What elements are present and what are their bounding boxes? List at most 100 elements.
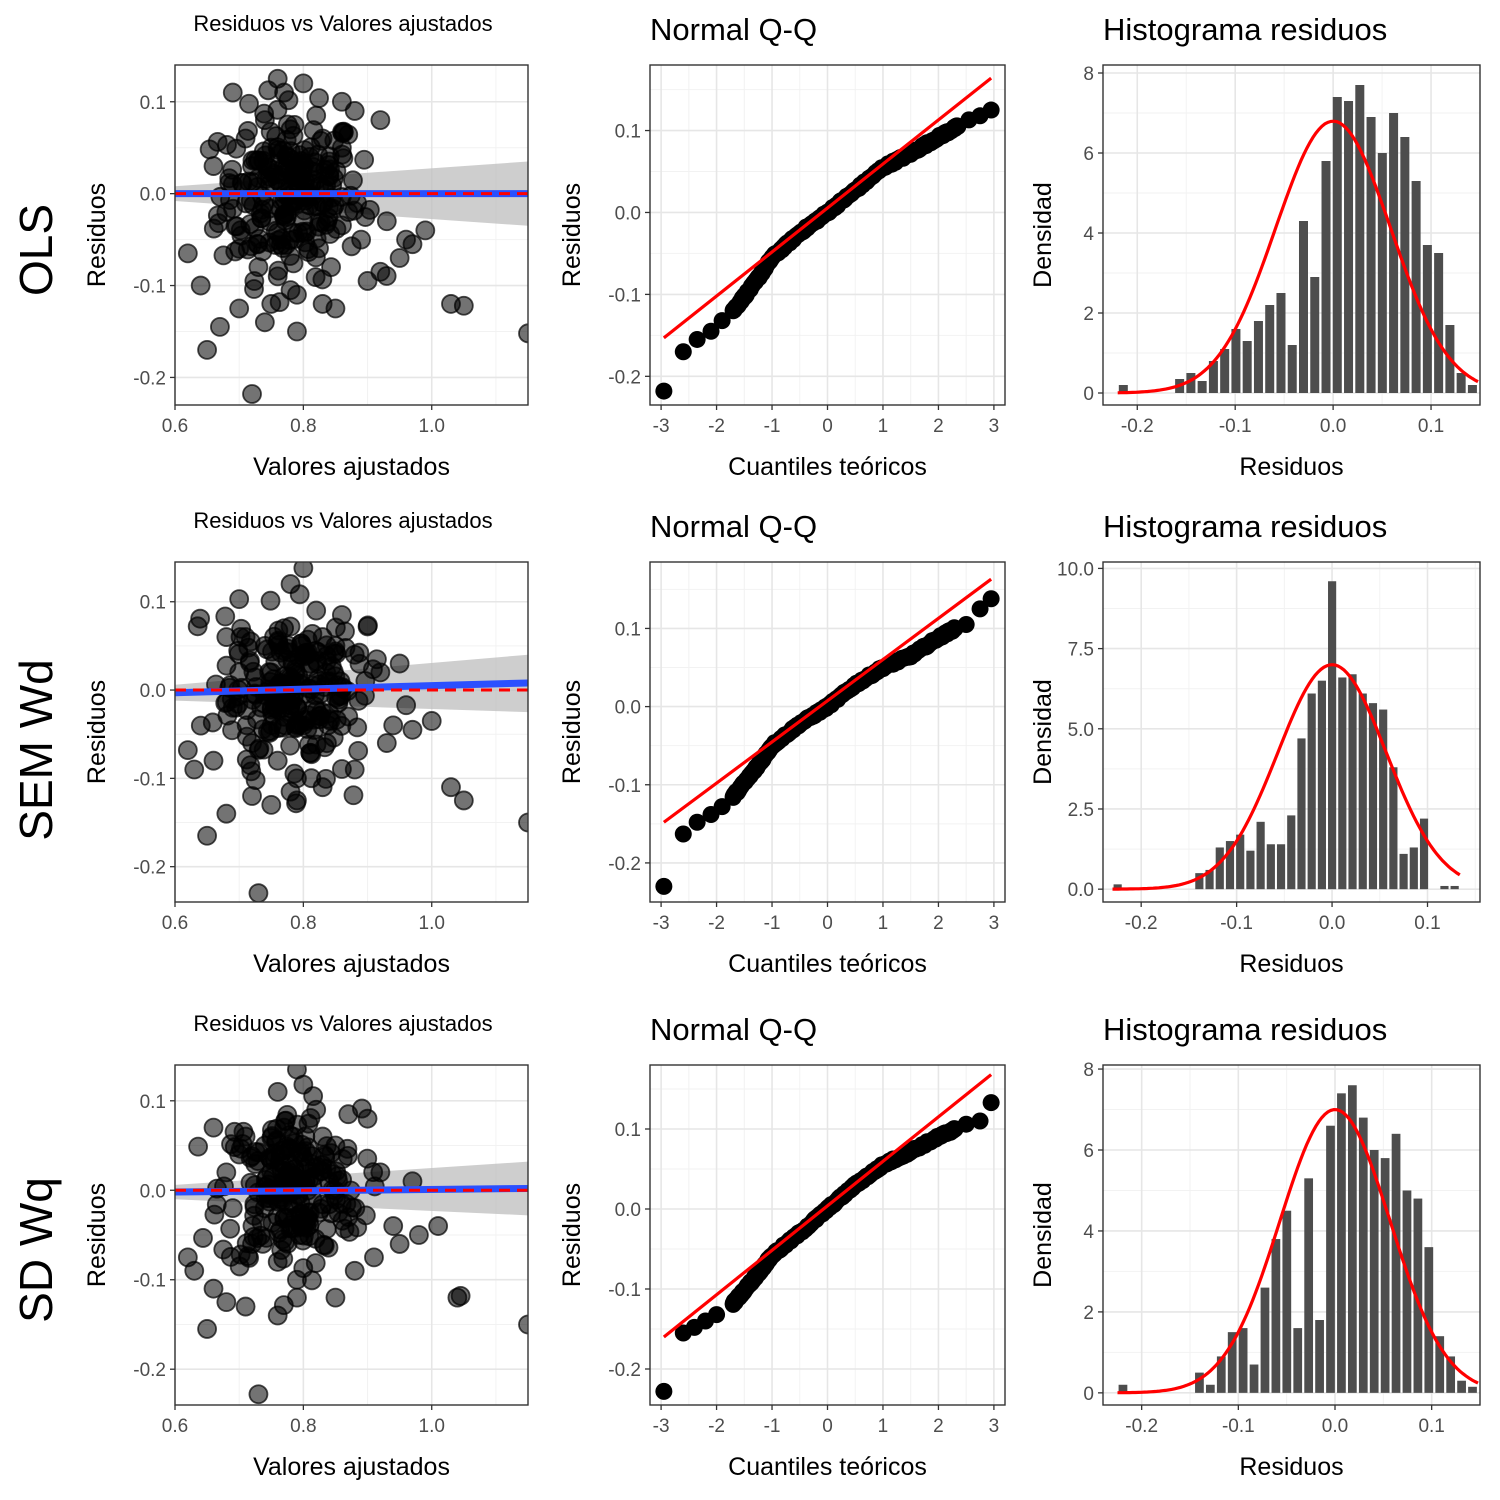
residual-point bbox=[267, 750, 288, 771]
residual-point bbox=[293, 562, 314, 579]
residual-point bbox=[421, 711, 442, 731]
histogram-bar bbox=[1326, 1125, 1335, 1393]
residual-point bbox=[338, 1104, 359, 1125]
residual-point bbox=[370, 1162, 391, 1183]
y-tick-label: 6 bbox=[1083, 1141, 1094, 1162]
residual-point bbox=[213, 1239, 234, 1260]
residual-point bbox=[248, 1384, 269, 1405]
residual-point bbox=[280, 781, 301, 802]
residual-point bbox=[261, 662, 282, 683]
histogram-bar bbox=[1389, 113, 1399, 393]
histogram-bar bbox=[1317, 680, 1326, 890]
residual-point bbox=[203, 1278, 224, 1299]
residual-point bbox=[260, 590, 281, 611]
residual-point bbox=[254, 1135, 275, 1156]
x-tick-label: 0.8 bbox=[290, 1416, 316, 1437]
histogram-bar bbox=[1402, 1190, 1412, 1393]
residual-point bbox=[370, 110, 391, 131]
y-tick-label: -0.2 bbox=[608, 854, 641, 875]
y-tick-label: 0.1 bbox=[615, 619, 641, 640]
residual-point bbox=[357, 1148, 378, 1169]
residual-point bbox=[376, 733, 397, 753]
x-tick-label: -2 bbox=[708, 913, 725, 934]
histogram-bar bbox=[1409, 847, 1418, 890]
y-tick-label: 4 bbox=[1083, 1222, 1094, 1243]
panel-histogram-2: -0.2 -0.1 0.0 0.1 0.0 2.5 5.0 7.5 10.0 Histograma… bbox=[1029, 509, 1481, 978]
residual-point bbox=[376, 211, 397, 232]
qq-point bbox=[971, 600, 989, 618]
qq-point bbox=[957, 616, 975, 634]
histogram-bar bbox=[1287, 345, 1297, 393]
histogram-bar bbox=[1468, 1386, 1477, 1393]
histogram-bar bbox=[1450, 885, 1459, 890]
y-tick-label: 0.0 bbox=[1068, 880, 1094, 901]
qq-point bbox=[688, 813, 706, 831]
histogram-bar bbox=[1440, 885, 1449, 890]
x-tick-label: -0.2 bbox=[1125, 913, 1158, 934]
x-tick-label: 1.0 bbox=[419, 1416, 445, 1437]
y-tick-label: -0.2 bbox=[133, 1360, 166, 1381]
residual-point bbox=[518, 1314, 528, 1335]
x-tick-label: -0.2 bbox=[1121, 416, 1154, 437]
residual-point bbox=[293, 1216, 314, 1236]
residual-point bbox=[215, 606, 236, 627]
histogram-bar bbox=[1467, 385, 1477, 393]
residual-point bbox=[299, 146, 320, 167]
x-axis-title: Valores ajustados bbox=[253, 1453, 450, 1481]
residual-point bbox=[331, 91, 352, 112]
histogram-bar bbox=[1434, 253, 1444, 393]
x-tick-label: 1 bbox=[878, 913, 889, 934]
y-tick-label: -0.2 bbox=[608, 1360, 641, 1381]
panel-border bbox=[1102, 64, 1481, 406]
histogram-bar bbox=[1276, 844, 1286, 890]
residual-point bbox=[325, 298, 346, 319]
y-tick-label: 0.1 bbox=[140, 593, 166, 614]
residual-point bbox=[222, 1198, 243, 1219]
residual-point bbox=[383, 715, 404, 736]
y-tick-label: 0.1 bbox=[140, 1092, 166, 1113]
histogram-bar bbox=[1307, 693, 1316, 890]
x-axis-title: Residuos bbox=[1239, 453, 1343, 481]
y-tick-label: 0.0 bbox=[140, 681, 166, 702]
residual-point bbox=[267, 266, 288, 287]
residual-point bbox=[312, 269, 333, 290]
residual-point bbox=[242, 384, 262, 404]
residual-point bbox=[338, 706, 359, 727]
qq-point bbox=[655, 877, 673, 895]
panel-histogram-1: -0.2 -0.1 0.0 0.1 0 2 4 6 8 Histograma residuos Re… bbox=[1029, 12, 1481, 481]
x-axis-title: Cuantiles teóricos bbox=[728, 1453, 927, 1481]
residual-point bbox=[343, 785, 364, 806]
normal-density-curve bbox=[1117, 119, 1479, 395]
qq-reference-line bbox=[662, 1073, 993, 1339]
residual-point bbox=[348, 740, 369, 761]
residual-point bbox=[344, 644, 365, 665]
y-tick-label: 2 bbox=[1083, 1303, 1094, 1324]
y-axis-title: Densidad bbox=[1029, 182, 1057, 288]
normal-density-curve bbox=[1117, 1107, 1479, 1395]
residual-point bbox=[396, 695, 417, 716]
residual-point bbox=[184, 1260, 205, 1281]
x-tick-label: 0 bbox=[822, 913, 833, 934]
residual-point bbox=[364, 1247, 384, 1268]
histogram-bar bbox=[1293, 1328, 1303, 1393]
histogram-bar bbox=[1265, 305, 1275, 393]
data-layer bbox=[655, 76, 1000, 400]
qq-point bbox=[655, 1382, 673, 1400]
y-tick-label: 0.0 bbox=[615, 203, 641, 224]
histogram-bar bbox=[1389, 767, 1398, 890]
residual-point bbox=[274, 618, 295, 639]
x-tick-label: 0.0 bbox=[1319, 913, 1345, 934]
residual-point bbox=[316, 1219, 337, 1239]
histogram-bar bbox=[1337, 1093, 1346, 1393]
x-tick-label: -3 bbox=[653, 1416, 670, 1437]
x-tick-label: -3 bbox=[653, 416, 670, 437]
residual-point bbox=[210, 316, 230, 337]
histogram-bar bbox=[1424, 1247, 1434, 1393]
y-tick-label: 8 bbox=[1083, 64, 1094, 85]
panel-scatter-2: 0.6 0.8 1.0 -0.2 -0.1 0.0 0.1 Residuos vs Valor… bbox=[83, 508, 529, 978]
x-tick-label: 2 bbox=[933, 416, 944, 437]
normal-density-curve bbox=[1112, 663, 1461, 891]
residual-point bbox=[239, 93, 259, 114]
histogram-bar bbox=[1231, 329, 1241, 393]
x-tick-label: 3 bbox=[989, 913, 1000, 934]
